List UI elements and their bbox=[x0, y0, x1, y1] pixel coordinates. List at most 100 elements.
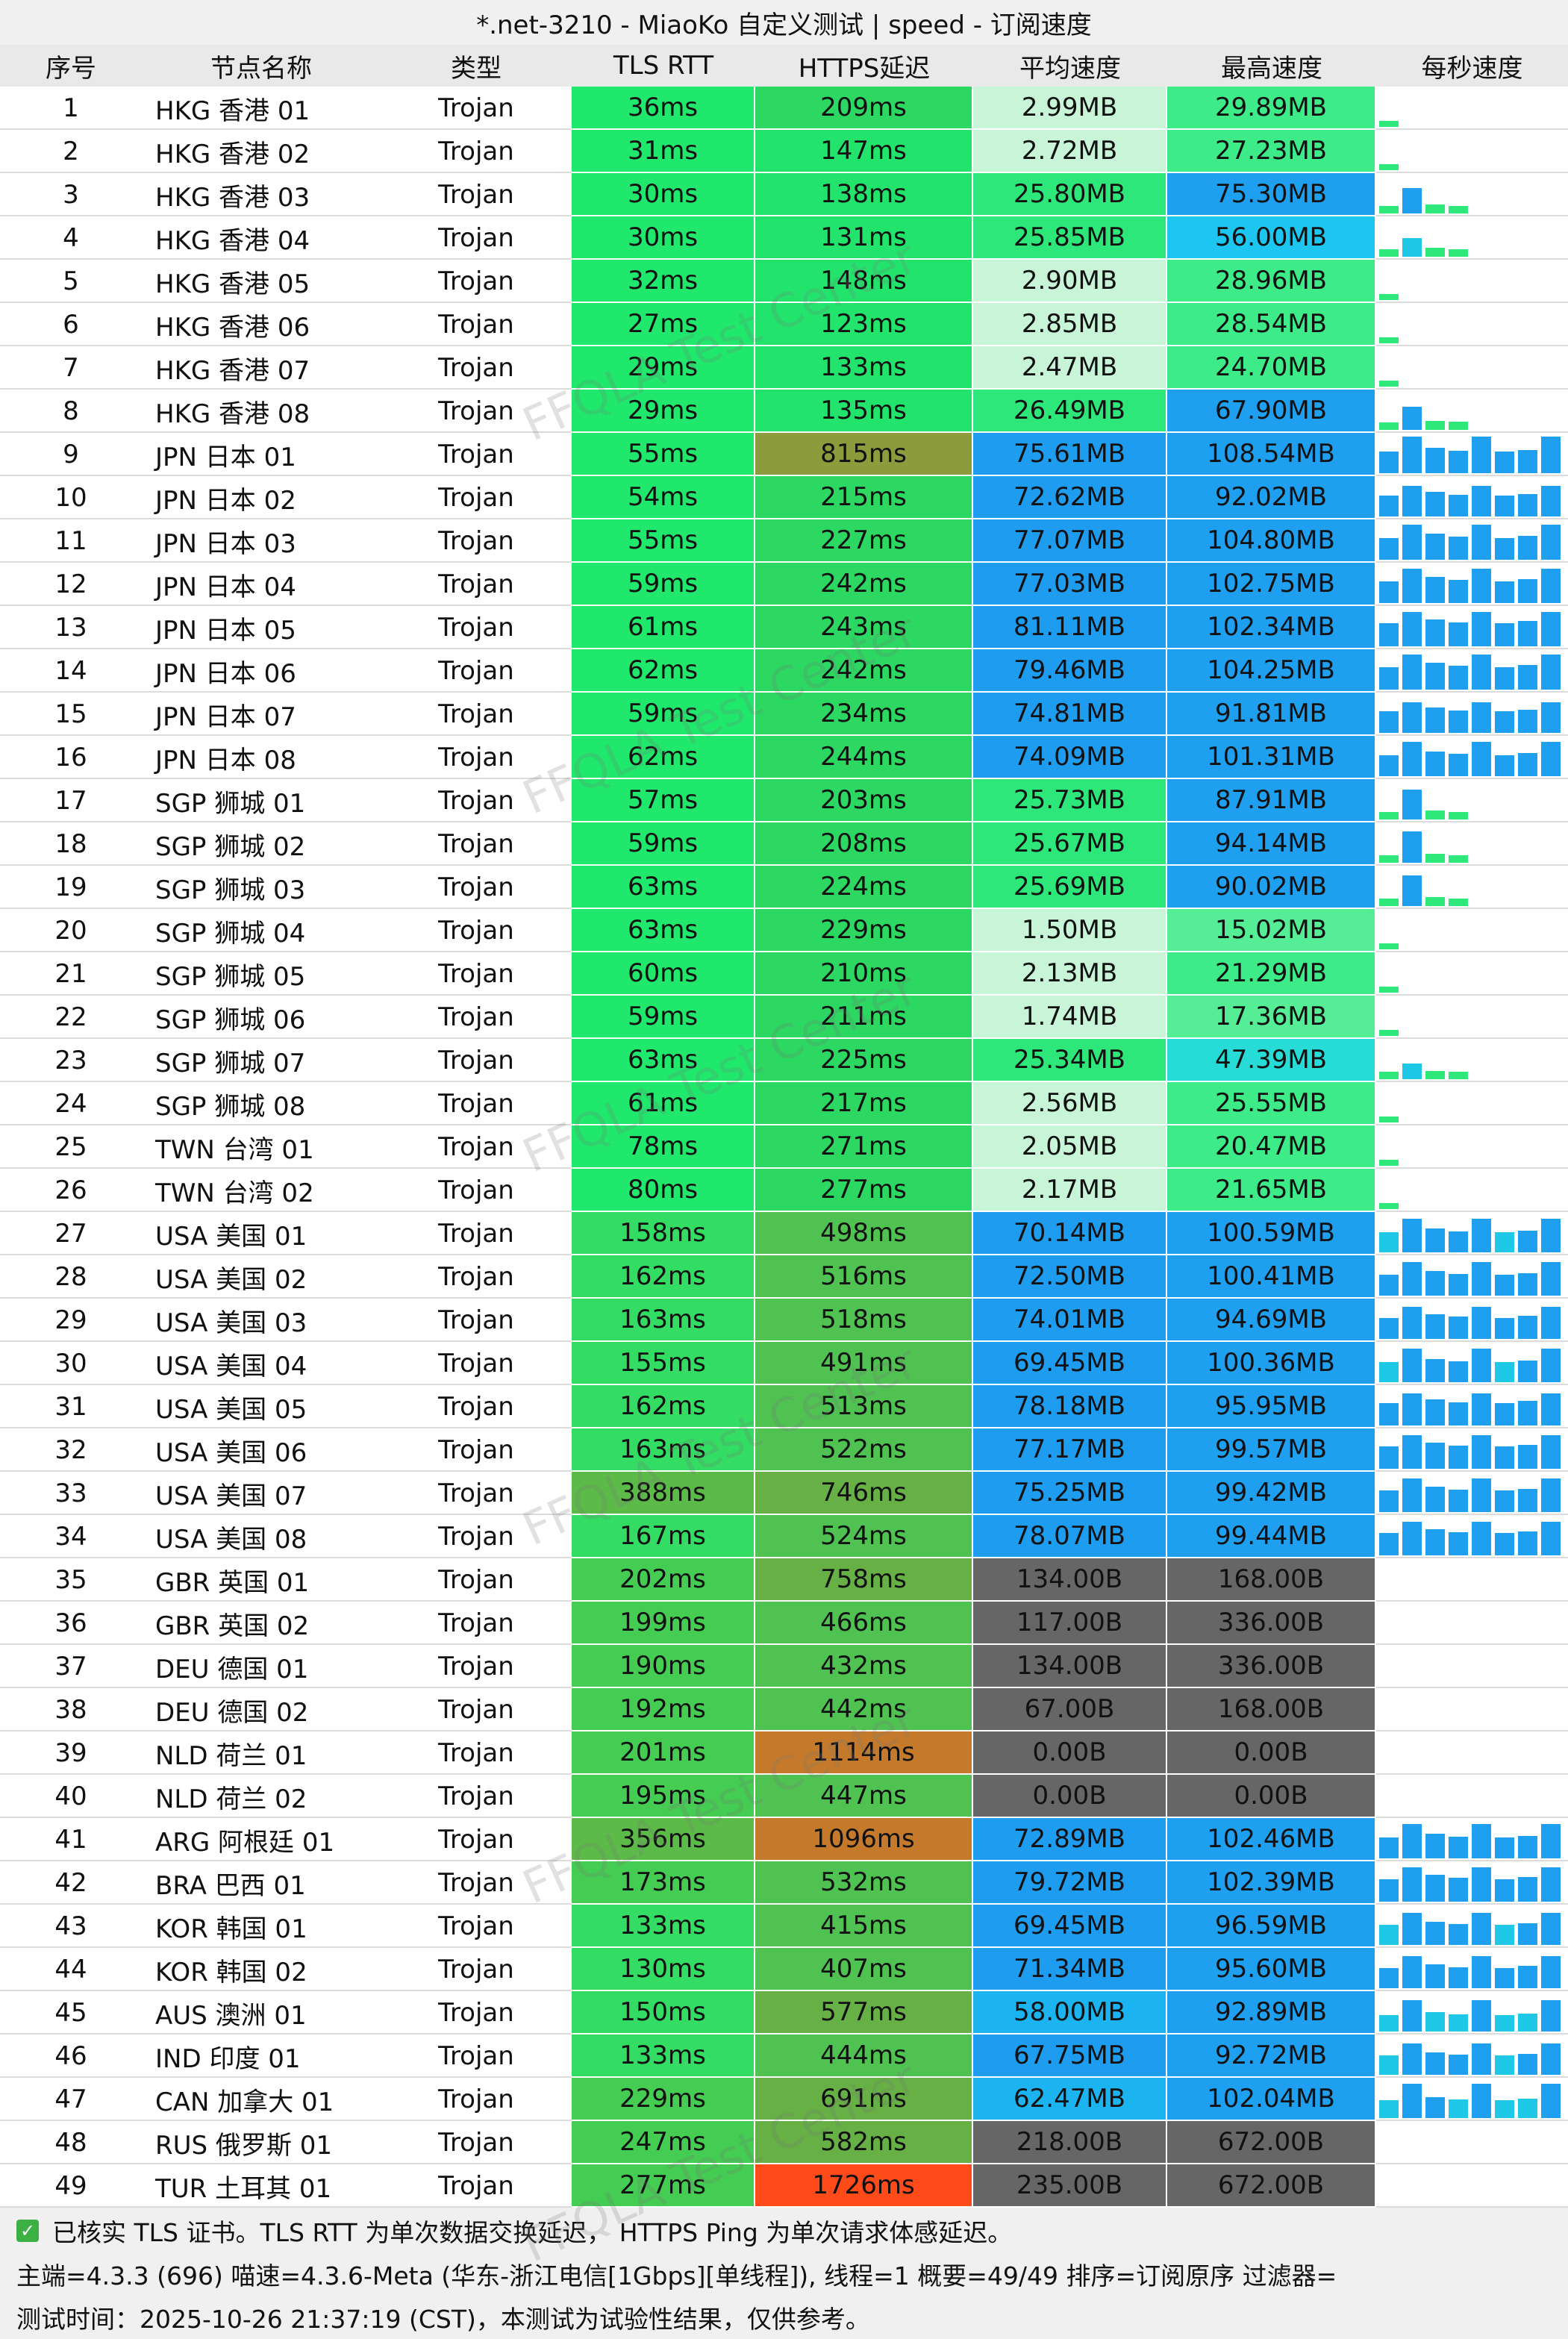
sparkline-bar bbox=[1402, 524, 1422, 560]
https-latency: 224ms bbox=[755, 866, 973, 909]
node-name: GBR 英国 02 bbox=[155, 1611, 310, 1641]
max-speed: 99.44MB bbox=[1167, 1515, 1376, 1558]
sparkline-bar bbox=[1495, 1232, 1514, 1252]
sparkline-bar bbox=[1425, 1528, 1445, 1555]
sparkline-bar bbox=[1541, 1955, 1561, 1988]
sparkline-bar bbox=[1402, 1063, 1422, 1079]
sparkline-bar bbox=[1425, 2052, 1445, 2075]
sparkline-bar bbox=[1379, 1879, 1399, 1902]
https-latency: 1114ms bbox=[755, 1731, 973, 1775]
sparkline-bar bbox=[1402, 2000, 1422, 2032]
sparkline-bar bbox=[1518, 1966, 1537, 1988]
sparkline-bar bbox=[1518, 2098, 1537, 2118]
sparkline-bar bbox=[1402, 1393, 1422, 1425]
sparkline-bar bbox=[1472, 437, 1491, 473]
sparkline-bar bbox=[1495, 1317, 1514, 1339]
node-name: TUR 土耳其 01 bbox=[155, 2173, 332, 2204]
tls-rtt: 63ms bbox=[572, 1039, 755, 1082]
avg-speed: 235.00B bbox=[973, 2164, 1167, 2208]
index: 10 bbox=[54, 483, 87, 513]
protocol: Trojan bbox=[438, 526, 514, 556]
sparkline-bar bbox=[1541, 1435, 1561, 1469]
sparkline-bar bbox=[1495, 581, 1514, 603]
https-latency: 148ms bbox=[755, 260, 973, 303]
node-name: RUS 俄罗斯 01 bbox=[155, 2130, 332, 2161]
max-speed: 99.57MB bbox=[1167, 1428, 1376, 1472]
index: 20 bbox=[54, 916, 87, 946]
tls-rtt: 59ms bbox=[572, 693, 755, 736]
node-name: HKG 香港 05 bbox=[155, 269, 310, 299]
avg-speed: 25.34MB bbox=[973, 1039, 1167, 1082]
index: 39 bbox=[54, 1738, 87, 1768]
protocol: Trojan bbox=[438, 1175, 514, 1205]
sparkline-bar bbox=[1402, 831, 1422, 863]
sparkline-bar bbox=[1425, 1271, 1445, 1296]
sparkline-bar bbox=[1425, 1834, 1445, 1858]
sparkline-bar bbox=[1402, 2043, 1422, 2075]
protocol: Trojan bbox=[438, 699, 514, 729]
sparkline-bar bbox=[1472, 1218, 1491, 1252]
sparkline-bar bbox=[1379, 1275, 1399, 1296]
avg-speed: 74.81MB bbox=[973, 693, 1167, 736]
index: 27 bbox=[54, 1219, 87, 1249]
protocol: Trojan bbox=[438, 1781, 514, 1811]
index: 18 bbox=[54, 829, 87, 859]
speed-sparkline bbox=[1376, 130, 1568, 173]
speed-sparkline bbox=[1376, 260, 1568, 303]
sparkline-bar bbox=[1541, 1348, 1561, 1382]
sparkline-bar bbox=[1379, 452, 1399, 473]
speed-sparkline bbox=[1376, 1948, 1568, 1991]
sparkline-bar bbox=[1472, 1393, 1491, 1425]
tls-rtt: 60ms bbox=[572, 952, 755, 996]
sparkline-bar bbox=[1449, 1402, 1468, 1425]
index: 49 bbox=[54, 2171, 87, 2201]
sparkline-bar bbox=[1495, 666, 1514, 690]
avg-speed: 25.73MB bbox=[973, 779, 1167, 822]
protocol: Trojan bbox=[438, 1089, 514, 1119]
node-name: HKG 香港 04 bbox=[155, 225, 310, 256]
avg-speed: 79.46MB bbox=[973, 649, 1167, 693]
speed-sparkline bbox=[1376, 1342, 1568, 1385]
speed-sparkline bbox=[1376, 1428, 1568, 1472]
max-speed: 92.72MB bbox=[1167, 2034, 1376, 2078]
sparkline-bar bbox=[1495, 1403, 1514, 1425]
tls-rtt: 31ms bbox=[572, 130, 755, 173]
protocol: Trojan bbox=[438, 1825, 514, 1855]
max-speed: 29.89MB bbox=[1167, 87, 1376, 130]
speed-sparkline bbox=[1376, 1385, 1568, 1428]
max-speed: 15.02MB bbox=[1167, 909, 1376, 952]
protocol: Trojan bbox=[438, 483, 514, 513]
https-latency: 491ms bbox=[755, 1342, 973, 1385]
node-name: JPN 日本 04 bbox=[155, 572, 296, 602]
max-speed: 92.02MB bbox=[1167, 476, 1376, 519]
index: 37 bbox=[54, 1652, 87, 1681]
avg-speed: 75.61MB bbox=[973, 433, 1167, 476]
sparkline-bar bbox=[1495, 452, 1514, 473]
protocol: Trojan bbox=[438, 1002, 514, 1032]
tls-rtt: 55ms bbox=[572, 519, 755, 563]
sparkline-bar bbox=[1402, 1912, 1422, 1945]
sparkline-bar bbox=[1518, 1401, 1537, 1425]
avg-speed: 2.90MB bbox=[973, 260, 1167, 303]
avg-speed: 2.17MB bbox=[973, 1169, 1167, 1212]
max-speed: 100.59MB bbox=[1167, 1212, 1376, 1255]
sparkline-bar bbox=[1541, 1912, 1561, 1945]
sparkline-bar bbox=[1449, 811, 1468, 819]
sparkline-bar bbox=[1449, 537, 1468, 560]
sparkline-bar bbox=[1449, 1489, 1468, 1512]
sparkline-bar bbox=[1472, 702, 1491, 733]
sparkline-bar bbox=[1541, 1393, 1561, 1425]
sparkline-bar bbox=[1402, 1867, 1422, 1902]
node-name: USA 美国 01 bbox=[155, 1221, 307, 1252]
avg-speed: 117.00B bbox=[973, 1602, 1167, 1645]
sparkline-bar bbox=[1425, 577, 1445, 603]
sparkline-bar bbox=[1495, 1879, 1514, 1902]
sparkline-bar bbox=[1495, 1925, 1514, 1945]
node-name: HKG 香港 02 bbox=[155, 139, 310, 169]
node-name: USA 美国 02 bbox=[155, 1264, 307, 1295]
protocol: Trojan bbox=[438, 613, 514, 643]
max-speed: 101.31MB bbox=[1167, 736, 1376, 779]
index: 45 bbox=[54, 1998, 87, 2028]
sparkline-bar bbox=[1379, 1446, 1399, 1469]
